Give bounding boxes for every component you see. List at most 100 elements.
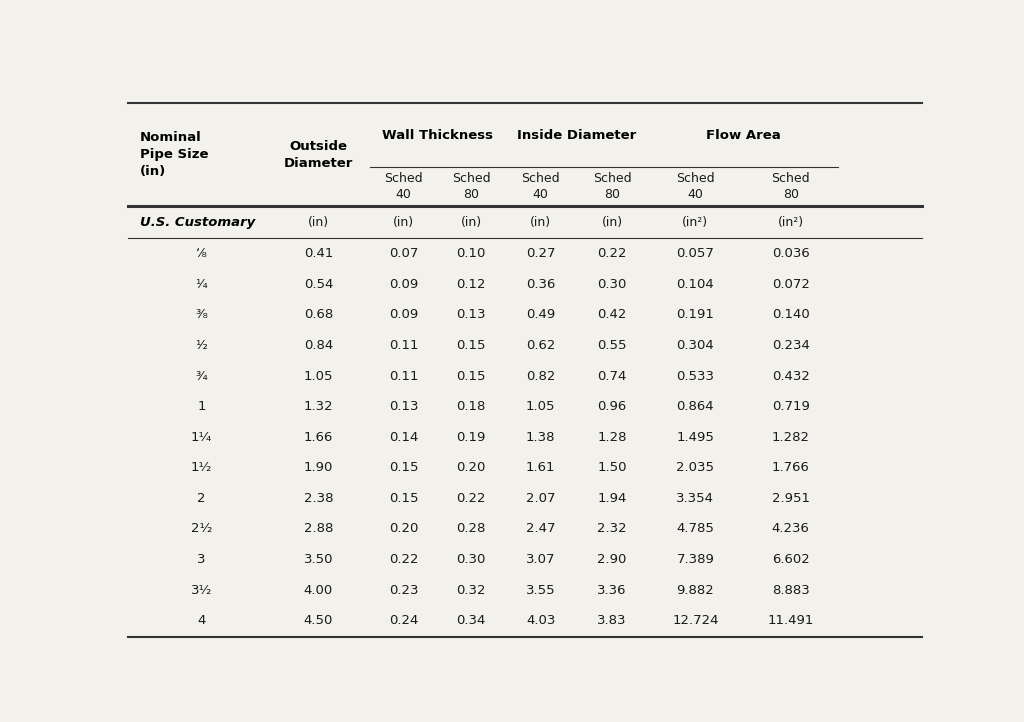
Text: 2.90: 2.90 — [597, 553, 627, 566]
Text: Sched
80: Sched 80 — [593, 173, 632, 201]
Text: Sched
80: Sched 80 — [452, 173, 490, 201]
Text: ³⁄₄: ³⁄₄ — [195, 370, 208, 383]
Text: 0.15: 0.15 — [457, 339, 486, 352]
Text: 0.22: 0.22 — [597, 247, 627, 260]
Text: 0.072: 0.072 — [772, 278, 810, 291]
Text: 0.533: 0.533 — [677, 370, 715, 383]
Text: 0.15: 0.15 — [389, 461, 419, 474]
Text: 0.104: 0.104 — [677, 278, 715, 291]
Text: 7.389: 7.389 — [677, 553, 715, 566]
Text: 2.07: 2.07 — [526, 492, 555, 505]
Text: ‘⁄₈: ‘⁄₈ — [196, 247, 207, 260]
Text: 1.90: 1.90 — [304, 461, 333, 474]
Text: 0.036: 0.036 — [772, 247, 810, 260]
Text: 0.15: 0.15 — [457, 370, 486, 383]
Text: 11.491: 11.491 — [767, 614, 814, 627]
Text: (in²): (in²) — [682, 216, 709, 229]
Text: 0.74: 0.74 — [597, 370, 627, 383]
Text: Sched
40: Sched 40 — [521, 173, 560, 201]
Text: 0.09: 0.09 — [389, 278, 419, 291]
Text: 0.304: 0.304 — [677, 339, 715, 352]
Text: 4.03: 4.03 — [526, 614, 555, 627]
Text: 4.785: 4.785 — [677, 523, 715, 536]
Text: 1.38: 1.38 — [526, 430, 555, 443]
Text: 0.234: 0.234 — [772, 339, 810, 352]
Text: 3.354: 3.354 — [677, 492, 715, 505]
Text: 0.24: 0.24 — [389, 614, 419, 627]
Text: 0.432: 0.432 — [772, 370, 810, 383]
Text: 0.22: 0.22 — [389, 553, 419, 566]
Text: 0.18: 0.18 — [457, 400, 486, 413]
Text: (in): (in) — [530, 216, 551, 229]
Text: Sched
40: Sched 40 — [676, 173, 715, 201]
Text: 2.035: 2.035 — [677, 461, 715, 474]
Text: 0.140: 0.140 — [772, 308, 810, 321]
Text: 1.32: 1.32 — [304, 400, 333, 413]
Text: 0.719: 0.719 — [772, 400, 810, 413]
Text: 0.09: 0.09 — [389, 308, 419, 321]
Text: 3¹⁄₂: 3¹⁄₂ — [190, 583, 212, 596]
Text: 0.191: 0.191 — [677, 308, 715, 321]
Text: (in): (in) — [308, 216, 329, 229]
Text: ¹⁄₂: ¹⁄₂ — [195, 339, 208, 352]
Text: Inside Diameter: Inside Diameter — [517, 129, 636, 142]
Text: 0.11: 0.11 — [389, 370, 419, 383]
Text: 0.54: 0.54 — [304, 278, 333, 291]
Text: 0.14: 0.14 — [389, 430, 419, 443]
Text: 0.10: 0.10 — [457, 247, 486, 260]
Text: ³⁄₈: ³⁄₈ — [195, 308, 208, 321]
Text: 1¹⁄₂: 1¹⁄₂ — [190, 461, 212, 474]
Text: 0.12: 0.12 — [457, 278, 486, 291]
Text: 8.883: 8.883 — [772, 583, 810, 596]
Text: 0.20: 0.20 — [457, 461, 486, 474]
Text: 2.32: 2.32 — [597, 523, 627, 536]
Text: 0.30: 0.30 — [597, 278, 627, 291]
Text: 3.83: 3.83 — [597, 614, 627, 627]
Text: 0.55: 0.55 — [597, 339, 627, 352]
Text: 1.50: 1.50 — [597, 461, 627, 474]
Text: 0.864: 0.864 — [677, 400, 714, 413]
Text: 0.68: 0.68 — [304, 308, 333, 321]
Text: Sched
80: Sched 80 — [771, 173, 810, 201]
Text: 0.62: 0.62 — [526, 339, 555, 352]
Text: 0.07: 0.07 — [389, 247, 419, 260]
Text: 0.42: 0.42 — [597, 308, 627, 321]
Text: 2.38: 2.38 — [304, 492, 333, 505]
Text: 0.36: 0.36 — [526, 278, 555, 291]
Text: 0.41: 0.41 — [304, 247, 333, 260]
Text: 1: 1 — [198, 400, 206, 413]
Text: Flow Area: Flow Area — [706, 129, 780, 142]
Text: 3.07: 3.07 — [526, 553, 555, 566]
Text: Sched
40: Sched 40 — [384, 173, 423, 201]
Text: Wall Thickness: Wall Thickness — [382, 129, 493, 142]
Text: 1.28: 1.28 — [597, 430, 627, 443]
Text: 0.49: 0.49 — [526, 308, 555, 321]
Text: 4.00: 4.00 — [304, 583, 333, 596]
Text: 0.11: 0.11 — [389, 339, 419, 352]
Text: 0.13: 0.13 — [389, 400, 419, 413]
Text: 1.282: 1.282 — [772, 430, 810, 443]
Text: 2.88: 2.88 — [304, 523, 333, 536]
Text: 0.13: 0.13 — [457, 308, 486, 321]
Text: 0.32: 0.32 — [457, 583, 486, 596]
Text: 1.05: 1.05 — [304, 370, 333, 383]
Text: 2.951: 2.951 — [772, 492, 810, 505]
Text: (in): (in) — [393, 216, 415, 229]
Text: 0.84: 0.84 — [304, 339, 333, 352]
Text: 6.602: 6.602 — [772, 553, 810, 566]
Text: 1.766: 1.766 — [772, 461, 810, 474]
Text: 12.724: 12.724 — [672, 614, 719, 627]
Text: 0.82: 0.82 — [526, 370, 555, 383]
Text: 4.50: 4.50 — [304, 614, 333, 627]
Text: 2: 2 — [198, 492, 206, 505]
Text: (in²): (in²) — [777, 216, 804, 229]
Text: 0.30: 0.30 — [457, 553, 486, 566]
Text: 0.15: 0.15 — [389, 492, 419, 505]
Text: 3.55: 3.55 — [526, 583, 555, 596]
Text: 3.36: 3.36 — [597, 583, 627, 596]
Text: ¹⁄₄: ¹⁄₄ — [195, 278, 208, 291]
Text: 3.50: 3.50 — [304, 553, 333, 566]
Text: 9.882: 9.882 — [677, 583, 715, 596]
Text: 0.28: 0.28 — [457, 523, 486, 536]
Text: 0.34: 0.34 — [457, 614, 486, 627]
